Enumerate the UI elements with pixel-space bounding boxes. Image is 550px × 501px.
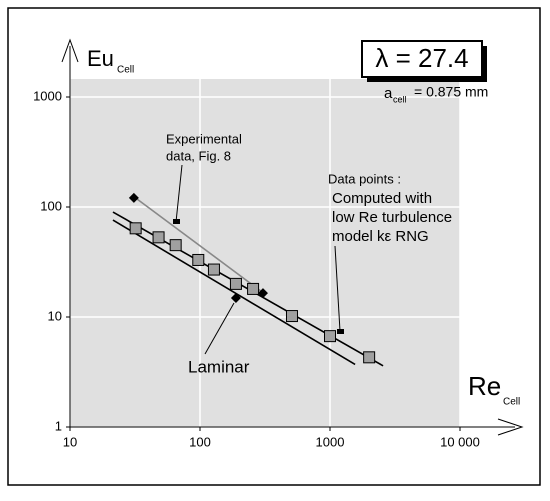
x-tick-label: 100: [189, 434, 211, 449]
data-point: [128, 192, 139, 203]
data-point: [257, 288, 268, 299]
leader-line: [204, 302, 235, 355]
y-tick-label: 1: [55, 418, 62, 433]
computed-label: Computed with: [332, 190, 432, 207]
x-tick-label: 1000: [316, 434, 345, 449]
y-label-sub: Cell: [117, 65, 134, 76]
lambda-box: [361, 40, 483, 78]
a-label: a: [384, 85, 393, 102]
y-tick-label: 1000: [33, 88, 62, 103]
data-point: [129, 222, 142, 235]
data-point: [230, 292, 241, 303]
trend-line: [132, 195, 263, 293]
laminar-label: Laminar: [188, 357, 250, 376]
leader-end: [173, 219, 180, 224]
data-point: [229, 277, 242, 290]
leader-end: [337, 329, 344, 334]
computed-label: Data points :: [328, 171, 401, 186]
lambda-label: λ = 27.4: [375, 43, 468, 73]
y-label: Eu: [87, 46, 114, 71]
x-label-sub: Cell: [503, 397, 520, 408]
y-tick-label: 10: [48, 308, 62, 323]
data-point: [324, 330, 336, 343]
marks: [112, 192, 384, 367]
data-point: [363, 351, 376, 364]
a-sub: cell: [393, 94, 407, 104]
x-tick-label: 10: [63, 434, 77, 449]
x-tick-label: 10 000: [440, 434, 480, 449]
data-point: [169, 239, 182, 252]
data-point: [152, 231, 165, 244]
y-tick-label: 100: [40, 198, 62, 213]
experimental-label: Experimental: [166, 131, 242, 146]
x-arrow: [497, 418, 524, 436]
y-arrow: [61, 38, 79, 63]
data-point: [285, 310, 298, 323]
data-point: [247, 282, 260, 295]
experimental-label: data, Fig. 8: [166, 148, 231, 163]
computed-label: model kε RNG: [332, 228, 429, 245]
plot-area: [70, 79, 460, 427]
data-point: [207, 263, 220, 276]
computed-label: low Re turbulence: [332, 209, 452, 226]
data-point: [192, 253, 205, 266]
leader-line: [334, 245, 341, 332]
a-value: = 0.875 mm: [414, 84, 488, 100]
x-label: Re: [468, 371, 501, 401]
trend-line: [112, 219, 356, 366]
leader-line: [175, 164, 183, 223]
